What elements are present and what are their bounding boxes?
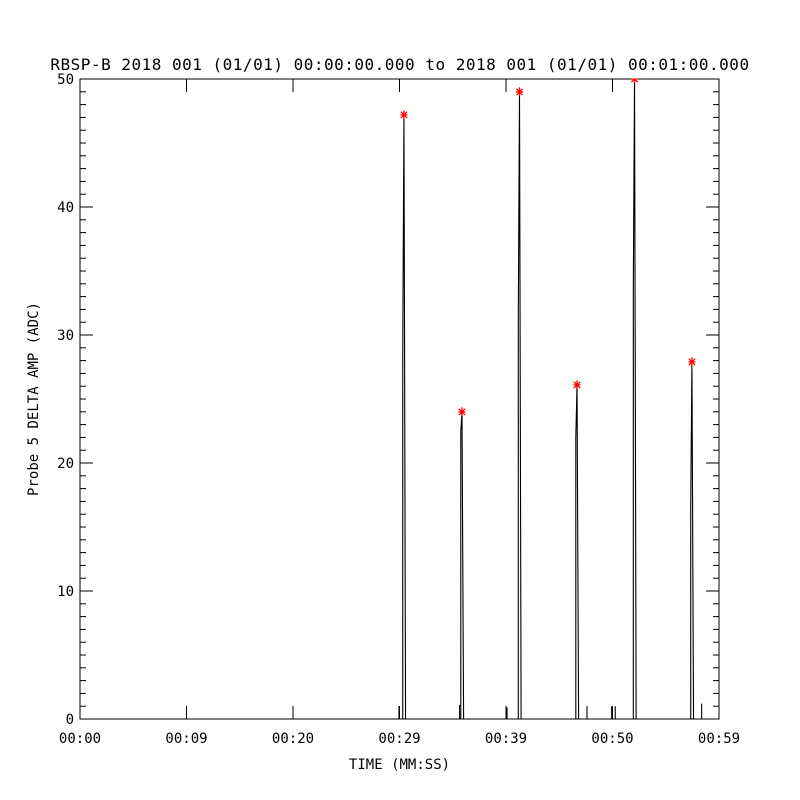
spike-marker-asterisk (458, 407, 466, 417)
chart-title: RBSP-B 2018 001 (01/01) 00:00:00.000 to … (50, 55, 750, 74)
x-tick-label: 00:50 (591, 731, 633, 747)
spike-line (517, 91, 522, 720)
spike-line (402, 114, 407, 720)
y-axis-title: Probe 5 DELTA AMP (ADC) (26, 302, 42, 496)
spike-marker-asterisk (688, 357, 696, 367)
x-tick-label: 00:59 (698, 731, 740, 747)
spike-marker-asterisk (400, 110, 408, 120)
y-tick-label: 0 (66, 712, 74, 728)
spike-line (575, 384, 580, 720)
y-tick-label: 40 (57, 200, 74, 216)
x-tick-label: 00:29 (378, 731, 420, 747)
data-series-group (398, 78, 703, 720)
spike-line (632, 78, 637, 720)
spike-line (690, 361, 695, 720)
x-tick-label: 00:20 (272, 731, 314, 747)
spike-line (460, 411, 465, 720)
y-tick-label: 50 (57, 72, 74, 88)
x-tick-label: 00:00 (59, 731, 101, 747)
axis-box (79, 78, 720, 720)
y-tick-label: 30 (57, 328, 74, 344)
y-tick-label: 10 (57, 584, 74, 600)
x-axis-title: TIME (MM:SS) (349, 757, 450, 773)
marker-group (400, 78, 696, 417)
y-tick-label: 20 (57, 456, 74, 472)
x-tick-label: 00:39 (485, 731, 527, 747)
spike-marker-asterisk (630, 78, 639, 84)
x-tick-label: 00:09 (165, 731, 207, 747)
spike-marker-asterisk (515, 87, 524, 97)
spike-marker-asterisk (573, 380, 581, 390)
